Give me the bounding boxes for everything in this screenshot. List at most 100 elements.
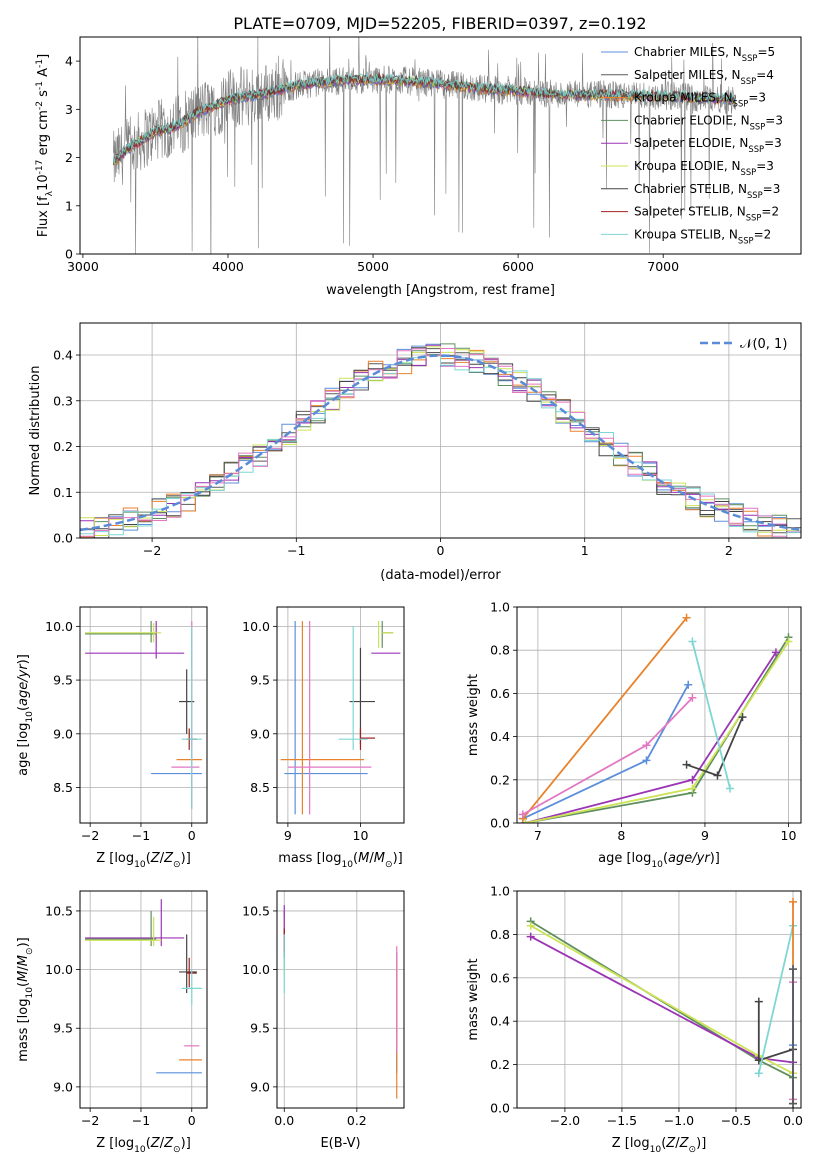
x-axis-label-part: age/yr (668, 851, 711, 866)
legend-label-part: =2 (754, 227, 772, 241)
y-axis-label-part: ] (36, 54, 51, 59)
y-tick-label: 10.5 (242, 903, 270, 918)
observed-spectrum (113, 37, 736, 254)
plot-area (112, 37, 737, 254)
y-axis-label-part: age/yr (16, 663, 31, 706)
axes-frame (79, 890, 208, 1109)
y-tick-label: 0 (65, 247, 73, 262)
legend-label-part: SSP (747, 190, 763, 200)
y-tick-label: 0.4 (490, 1014, 510, 1029)
y-axis-label-part: λ (45, 190, 55, 196)
y-axis-label: age [log10(age/yr)] (16, 654, 35, 776)
axes-frame (276, 606, 405, 824)
y-axis-label-part: Flux [f (36, 196, 51, 237)
y-tick-label: 1 (65, 198, 73, 213)
series-marker (526, 921, 535, 930)
legend-label-part: SSP (738, 235, 754, 245)
series-marker (682, 613, 691, 622)
x-axis-label-part: / (160, 1136, 165, 1151)
series-marker (682, 760, 691, 769)
y-tick-label: 0.1 (53, 485, 73, 500)
legend-label-part: SSP (748, 144, 764, 154)
y-tick-label: 0.8 (490, 927, 510, 942)
legend-label-part: Salpeter ELODIE, N (634, 136, 748, 150)
y-axis-label: mass [log10(M/M⊙)] (16, 937, 35, 1061)
legend-label-part: Chabrier MILES, N (634, 45, 742, 59)
series-marker (521, 819, 530, 823)
x-tick-label: −2 (81, 828, 99, 843)
x-axis-label: (data-model)/error (380, 568, 501, 583)
y-tick-label: 8.5 (250, 780, 270, 795)
x-tick-label: −1 (132, 1113, 150, 1128)
x-axis-label-part: 10 (134, 860, 146, 870)
y-axis-label-part: age [log (16, 723, 31, 776)
y-axis-label-part: ( (16, 706, 31, 711)
legend-label-part: SSP (742, 53, 758, 63)
legend-label: Kroupa STELIB, NSSP=2 (634, 227, 771, 245)
series-marker (688, 784, 697, 793)
legend-label-part: =3 (748, 91, 766, 105)
x-tick-label: 7 (534, 828, 542, 843)
legend-label: 𝒩(0, 1) (740, 337, 787, 352)
x-tick-label: −2.0 (550, 1113, 580, 1128)
axes-frame (79, 322, 802, 539)
x-axis-label-part: )] (181, 851, 191, 866)
legend-label: Kroupa MILES, NSSP=3 (634, 91, 766, 109)
y-axis-label: mass weight (466, 958, 481, 1040)
y-axis-label-part: M (16, 955, 31, 966)
x-tick-label: −1 (287, 543, 305, 558)
y-tick-label: 0.2 (490, 772, 510, 787)
figure-title: PLATE=0709, MJD=52205, FIBERID=0397, z=0… (233, 14, 646, 33)
x-tick-label: 4000 (212, 259, 244, 274)
series-marker (789, 965, 798, 974)
x-axis-label-part: 10 (134, 1145, 146, 1155)
plot-area (85, 899, 202, 1074)
y-axis-label: mass weight (466, 674, 481, 756)
legend-label: Chabrier MILES, NSSP=5 (634, 45, 775, 63)
x-axis-label-part: M (374, 851, 385, 866)
x-tick-label: 0 (188, 828, 196, 843)
x-axis-label-part: 10 (341, 860, 353, 870)
plot-area (518, 613, 793, 823)
age-vs-Z-panel: −2 −1 08.59.09.510.0Z [log10(Z/Z⊙)]age [lo… (16, 606, 208, 870)
histogram-pink (80, 348, 788, 538)
legend-label: Salpeter STELIB, NSSP=2 (634, 205, 779, 223)
y-tick-label: 0.2 (490, 1057, 510, 1072)
series-line (522, 617, 688, 820)
legend-label: Kroupa ELODIE, NSSP=3 (634, 159, 774, 177)
legend-label-part: Kroupa STELIB, N (634, 227, 738, 241)
x-axis-label-part: Z [log (96, 1136, 134, 1151)
series-marker (642, 756, 651, 765)
legend-label-part: =5 (757, 45, 775, 59)
legend-label-part: SSP (750, 121, 766, 131)
legend-label-part: =4 (756, 68, 774, 82)
y-axis-label-part: ⊙ (25, 947, 35, 955)
legend-label-part: =3 (756, 159, 774, 173)
x-axis-label-part: age [log (598, 851, 651, 866)
x-axis-label-part: ⊙ (173, 860, 181, 870)
x-tick-label: 9 (284, 828, 292, 843)
x-axis-label-part: Z (679, 1136, 690, 1151)
x-tick-label: 9 (701, 828, 709, 843)
y-axis-label-part: 10 (25, 711, 35, 723)
normal-curve (80, 354, 801, 532)
x-axis-label-part: )] (710, 851, 720, 866)
axes-frame (276, 890, 405, 1109)
series-line (757, 925, 794, 1074)
legend-label-part: Salpeter MILES, N (634, 68, 741, 82)
x-tick-label: 0 (188, 1113, 196, 1128)
y-tick-label: 10.0 (242, 962, 270, 977)
series-line (525, 641, 790, 823)
x-tick-label: 0.0 (274, 1113, 294, 1128)
x-tick-label: −2 (143, 543, 161, 558)
legend-label-part: Kroupa MILES, N (634, 91, 733, 105)
y-tick-label: 2 (65, 150, 73, 165)
x-tick-label: 5000 (357, 259, 389, 274)
y-tick-label: 0.0 (490, 1101, 510, 1116)
legend-label-part: =3 (763, 182, 781, 196)
y-tick-label: 9.0 (250, 726, 270, 741)
axes-frame (516, 606, 802, 824)
x-tick-label: 1 (581, 543, 589, 558)
x-axis-label-part: 10 (650, 1145, 662, 1155)
series-marker (526, 932, 535, 941)
